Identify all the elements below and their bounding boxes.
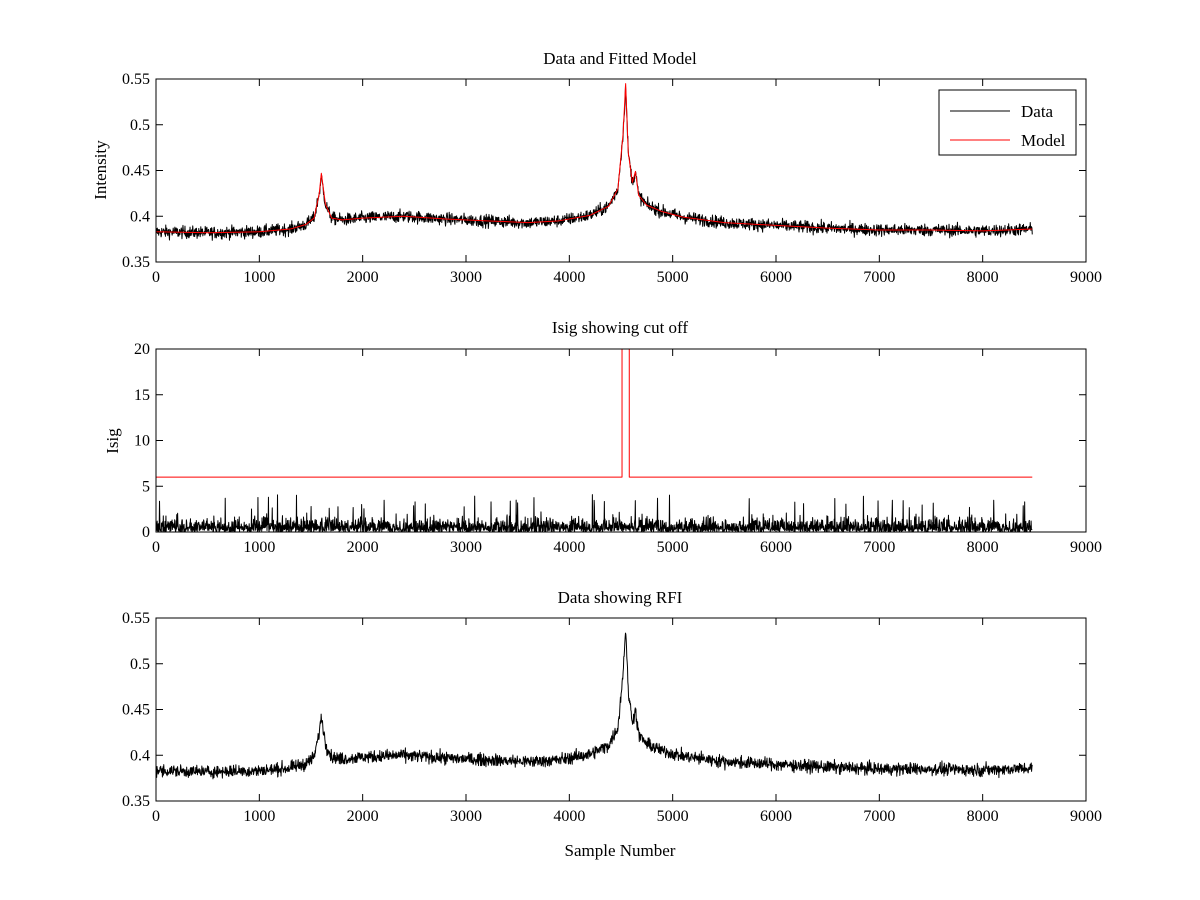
x-tick-label: 3000 — [450, 808, 482, 825]
legend: Data Model — [938, 89, 1077, 156]
x-tick-label: 9000 — [1070, 269, 1102, 286]
x-tick-label: 1000 — [243, 269, 275, 286]
x-tick-label: 0 — [152, 269, 160, 286]
y-axis-label: Intensity — [91, 140, 110, 200]
panel-title: Data and Fitted Model — [543, 49, 697, 68]
y-tick-label: 0.55 — [122, 71, 150, 88]
x-tick-label: 8000 — [967, 269, 999, 286]
y-tick-label: 20 — [134, 341, 150, 358]
x-tick-label: 1000 — [243, 808, 275, 825]
x-tick-label: 3000 — [450, 539, 482, 556]
y-tick-label: 0.5 — [130, 656, 150, 673]
y-tick-label: 0.45 — [122, 163, 150, 180]
y-tick-label: 15 — [134, 387, 150, 404]
y-tick-label: 0 — [142, 524, 150, 541]
y-tick-label: 0.4 — [130, 208, 150, 225]
series-layer — [155, 83, 1033, 241]
x-tick-label: 2000 — [347, 808, 379, 825]
x-tick-label: 2000 — [347, 269, 379, 286]
x-tick-label: 8000 — [967, 808, 999, 825]
x-tick-label: 6000 — [760, 808, 792, 825]
x-tick-label: 5000 — [657, 808, 689, 825]
x-tick-label: 2000 — [347, 539, 379, 556]
y-tick-label: 0.35 — [122, 254, 150, 271]
x-tick-label: 4000 — [553, 269, 585, 286]
legend-label-model: Model — [1021, 131, 1066, 150]
y-tick-label: 5 — [142, 478, 150, 495]
series-line-0 — [155, 632, 1033, 780]
y-tick-label: 0.5 — [130, 117, 150, 134]
x-tick-label: 1000 — [243, 539, 275, 556]
x-tick-label: 7000 — [863, 539, 895, 556]
legend-box — [938, 89, 1077, 156]
series-line-model — [155, 83, 1033, 234]
y-tick-label: 0.55 — [122, 610, 150, 627]
panel-title: Isig showing cut off — [552, 318, 688, 337]
panel-data-and-fitted-model: Data and Fitted Model 0 1000 2000 3000 4000 5… — [91, 49, 1102, 286]
y-axis-ticks: 0.35 0.4 0.45 0.5 0.55 — [122, 610, 1086, 810]
x-axis-label: Sample Number — [565, 841, 676, 860]
y-tick-label: 0.45 — [122, 702, 150, 719]
x-tick-label: 7000 — [863, 808, 895, 825]
y-tick-label: 0.35 — [122, 793, 150, 810]
panel-data-showing-rfi: Data showing RFI 0 1000 2000 3000 4000 5000 60… — [122, 588, 1102, 860]
x-tick-label: 4000 — [553, 539, 585, 556]
x-tick-label: 9000 — [1070, 808, 1102, 825]
y-axis-ticks: 0 5 10 15 20 — [134, 341, 1086, 541]
y-axis-ticks: 0.35 0.4 0.45 0.5 0.55 — [122, 71, 1086, 271]
x-axis-ticks: 0 1000 2000 3000 4000 5000 6000 7000 8000 9000 — [152, 618, 1102, 825]
panel-title: Data showing RFI — [558, 588, 683, 607]
series-layer — [155, 632, 1033, 780]
x-tick-label: 3000 — [450, 269, 482, 286]
x-tick-label: 0 — [152, 539, 160, 556]
x-axis-ticks: 0 1000 2000 3000 4000 5000 6000 7000 8000 9000 — [152, 79, 1102, 286]
x-tick-label: 5000 — [657, 539, 689, 556]
x-tick-label: 9000 — [1070, 539, 1102, 556]
panel-isig-showing-cut-off: Isig showing cut off 0 1000 2000 3000 4000 50… — [103, 318, 1102, 556]
x-tick-label: 5000 — [657, 269, 689, 286]
x-tick-label: 4000 — [553, 808, 585, 825]
x-tick-label: 6000 — [760, 269, 792, 286]
x-tick-label: 6000 — [760, 539, 792, 556]
y-tick-label: 10 — [134, 433, 150, 450]
x-tick-label: 7000 — [863, 269, 895, 286]
x-tick-label: 8000 — [967, 539, 999, 556]
y-tick-label: 0.4 — [130, 747, 150, 764]
x-axis-ticks: 0 1000 2000 3000 4000 5000 6000 7000 8000 9000 — [152, 349, 1102, 556]
y-axis-label: Isig — [103, 428, 122, 454]
x-tick-label: 0 — [152, 808, 160, 825]
legend-label-data: Data — [1021, 102, 1054, 121]
